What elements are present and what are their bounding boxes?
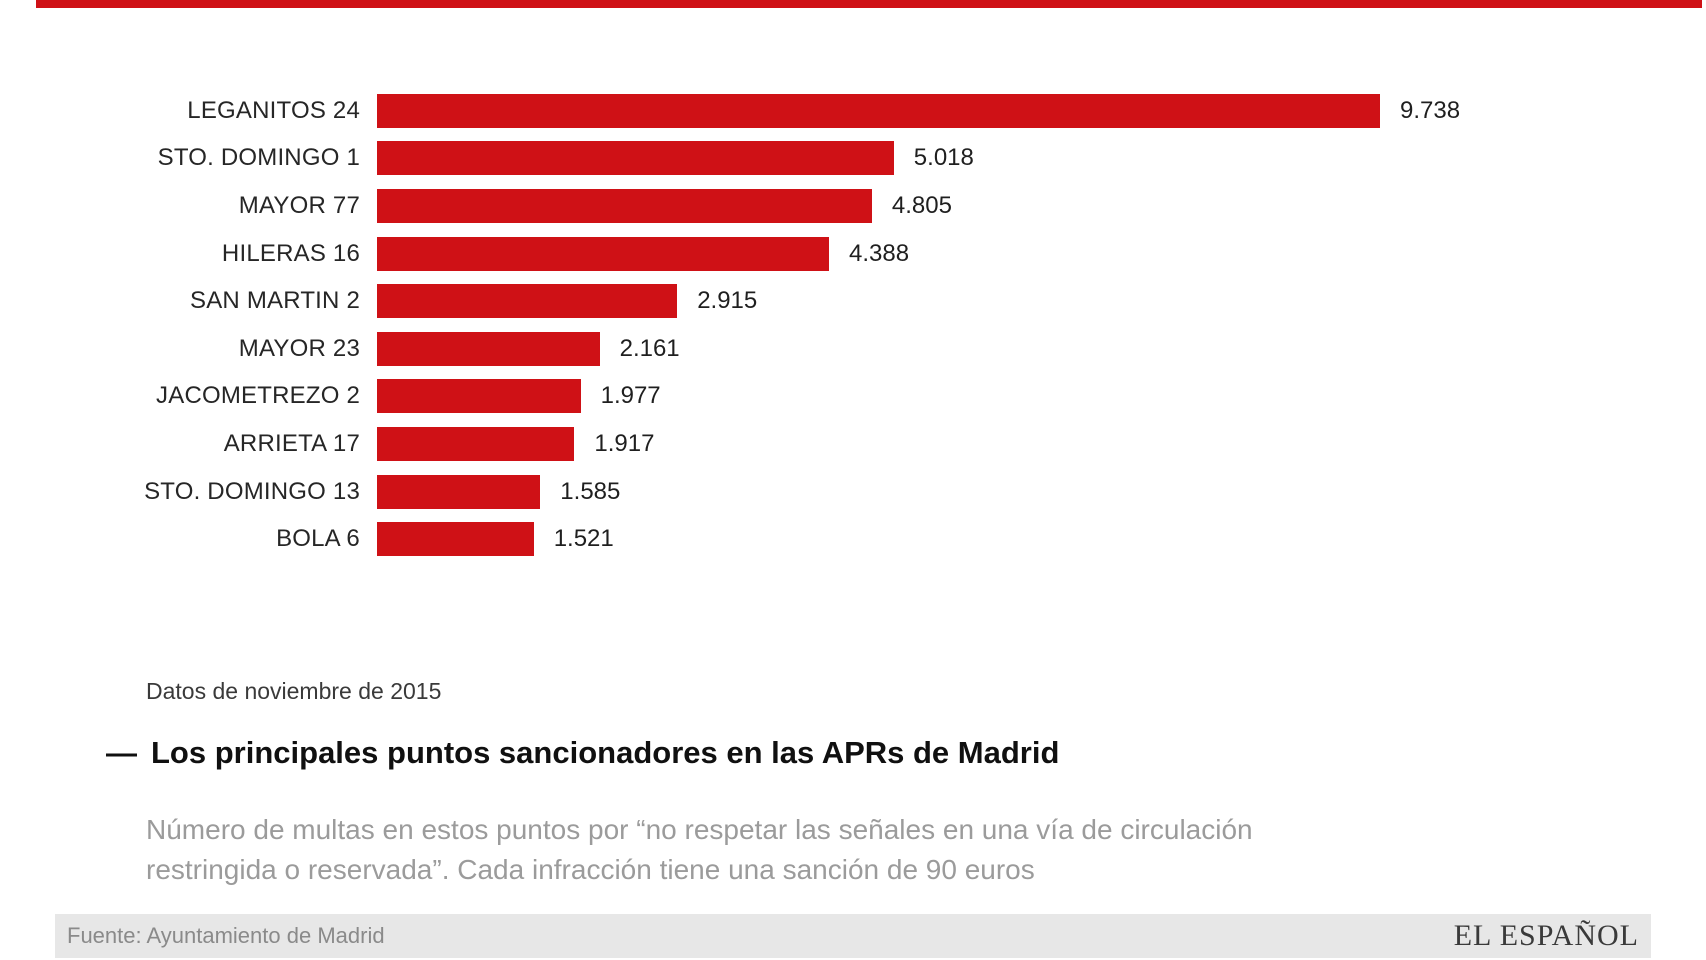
bar-label: SAN MARTIN 2 — [190, 287, 360, 315]
bar-row: SAN MARTIN 2 2.915 — [0, 277, 1560, 325]
bar-value: 2.161 — [619, 334, 680, 362]
bar-row: STO. DOMINGO 13 1.585 — [0, 468, 1560, 516]
bar-label: MAYOR 23 — [238, 334, 360, 362]
source-text: Fuente: Ayuntamiento de Madrid — [67, 923, 385, 948]
bar — [377, 236, 829, 271]
bar-label: ARRIETA 17 — [223, 429, 360, 457]
bar-label: HILERAS 16 — [221, 239, 360, 267]
bar-value: 5.018 — [913, 144, 974, 172]
bar-row: MAYOR 23 2.161 — [0, 325, 1560, 373]
bar-label: BOLA 6 — [276, 525, 360, 553]
bar — [377, 188, 872, 223]
top-accent-bar — [36, 0, 1702, 8]
bar-label: STO. DOMINGO 1 — [157, 144, 360, 172]
chart-title: Los principales puntos sancionadores en … — [151, 735, 1060, 770]
bar-row: HILERAS 16 4.388 — [0, 230, 1560, 278]
bar-value: 1.585 — [560, 477, 621, 505]
bar — [377, 331, 600, 366]
title-dash: — — [106, 735, 137, 770]
bar-value: 1.521 — [553, 525, 614, 553]
bar — [377, 426, 575, 461]
bar-row: BOLA 6 1.521 — [0, 515, 1560, 563]
bar-label: STO. DOMINGO 13 — [144, 477, 360, 505]
bar-value: 4.388 — [849, 239, 910, 267]
bar-chart: LEGANITOS 24 9.738 STO. DOMINGO 1 5.018 MAYO… — [0, 87, 1560, 563]
bar-value: 9.738 — [1400, 96, 1461, 124]
source-bar: Fuente: Ayuntamiento de Madrid EL ESPAÑO… — [55, 914, 1651, 958]
dataset-note: Datos de noviembre de 2015 — [146, 678, 442, 704]
bar — [377, 141, 894, 176]
bar — [377, 379, 581, 414]
bar-row: MAYOR 77 4.805 — [0, 182, 1560, 230]
bar-row: LEGANITOS 24 9.738 — [0, 87, 1560, 135]
subtitle-line-2: restringida o reservada”. Cada infracció… — [146, 854, 1035, 885]
subtitle-line-1: Número de multas en estos puntos por “no… — [146, 814, 1253, 845]
bar-row: ARRIETA 17 1.917 — [0, 420, 1560, 468]
brand-logo: EL ESPAÑOL — [1453, 919, 1639, 952]
bar-row: JACOMETREZO 2 1.977 — [0, 373, 1560, 421]
chart-title-line: — Los principales puntos sancionadores e… — [106, 735, 1059, 771]
bar-value: 1.977 — [600, 382, 661, 410]
bar-value: 2.915 — [697, 287, 758, 315]
bar-label: LEGANITOS 24 — [187, 96, 360, 124]
bar-value: 1.917 — [594, 429, 655, 457]
bar — [377, 474, 541, 509]
bar — [377, 93, 1380, 128]
chart-subtitle: Número de multas en estos puntos por “no… — [146, 810, 1253, 890]
bar — [377, 284, 678, 319]
bar-label: JACOMETREZO 2 — [156, 382, 360, 410]
bar — [377, 522, 534, 557]
bar-row: STO. DOMINGO 1 5.018 — [0, 135, 1560, 183]
bar-label: MAYOR 77 — [238, 191, 360, 219]
bar-value: 4.805 — [891, 191, 952, 219]
